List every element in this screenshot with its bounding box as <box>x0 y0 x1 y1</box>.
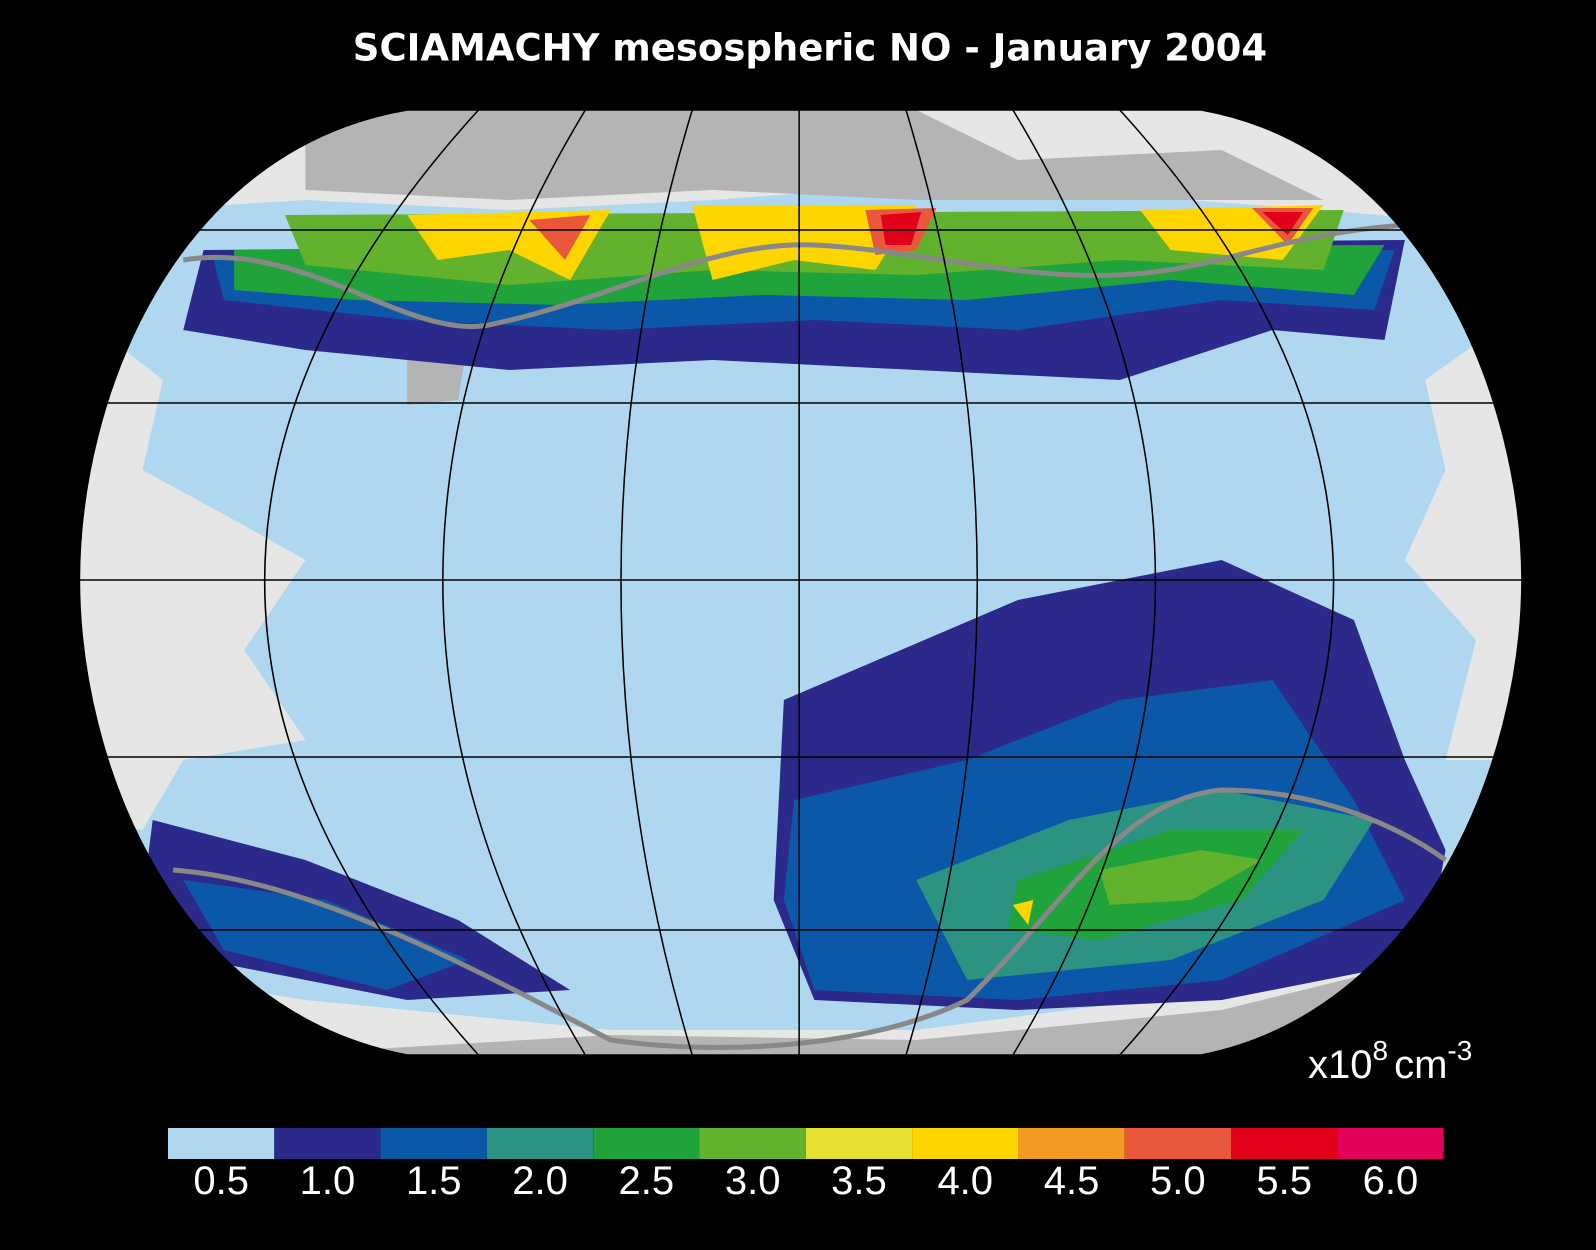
colorbar-swatch <box>805 1128 913 1159</box>
colorbar-swatch <box>699 1128 806 1159</box>
meridian <box>905 110 979 1055</box>
colorbar-swatch <box>593 1128 700 1159</box>
colorbar-label: 1.0 <box>300 1159 356 1203</box>
meridian <box>264 110 480 1055</box>
unit-exponent: 8 <box>1373 1035 1389 1066</box>
colorbar-swatch <box>380 1128 487 1159</box>
colorbar-label: 2.5 <box>619 1159 675 1203</box>
contour-region <box>1099 850 1263 905</box>
colorbar-label: 3.5 <box>831 1159 887 1203</box>
colorbar-label: 6.0 <box>1363 1159 1419 1203</box>
contour-region <box>407 205 1324 280</box>
meridian <box>442 110 587 1055</box>
colorbar-label: 2.0 <box>512 1159 568 1203</box>
unit-label: x108 cm-3 <box>1308 1035 1472 1087</box>
meridian <box>1119 110 1335 1055</box>
geomagnetic-line <box>182 222 1406 329</box>
map <box>78 109 1523 1056</box>
colorbar-label: 1.5 <box>406 1159 462 1203</box>
colorbar-label: 5.0 <box>1150 1159 1206 1203</box>
meridian <box>1012 110 1157 1055</box>
land-west <box>79 300 306 830</box>
unit-name: cm <box>1394 1043 1447 1087</box>
colorbar-label: 5.5 <box>1256 1159 1312 1203</box>
colorbar-label: 4.5 <box>1044 1159 1100 1203</box>
colorbar-swatch <box>1124 1128 1231 1159</box>
map-title: SCIAMACHY mesospheric NO - January 2004 <box>353 27 1267 70</box>
colorbar-swatch <box>168 1128 275 1159</box>
colorbar-label: 0.5 <box>193 1159 249 1203</box>
colorbar-label: 3.0 <box>725 1159 781 1203</box>
colorbar-label: 4.0 <box>937 1159 993 1203</box>
colorbar-swatch <box>912 1128 1019 1159</box>
map-body <box>79 110 1522 1055</box>
meridian <box>620 110 693 1055</box>
map-outline <box>78 109 1523 1056</box>
colorbar-swatch <box>1231 1128 1338 1159</box>
colorbar-swatch <box>1018 1128 1125 1159</box>
colorbar-swatch <box>274 1128 381 1159</box>
contour-region <box>1012 900 1034 925</box>
colorbar-swatch <box>1337 1128 1444 1159</box>
colorbar: 0.5 1.0 1.5 2.0 2.5 3.0 3.5 4.0 4.5 5.0 5.5 6.0 <box>168 1128 1444 1203</box>
contour-region <box>183 880 469 990</box>
unit-name-exponent: -3 <box>1447 1035 1472 1066</box>
contour-region <box>529 208 1314 260</box>
colorbar-swatch <box>486 1128 594 1159</box>
land-north <box>305 110 1324 200</box>
graticule <box>79 110 1522 1055</box>
geomagnetic-line <box>172 787 1448 1050</box>
unit-base: x10 <box>1308 1043 1373 1087</box>
